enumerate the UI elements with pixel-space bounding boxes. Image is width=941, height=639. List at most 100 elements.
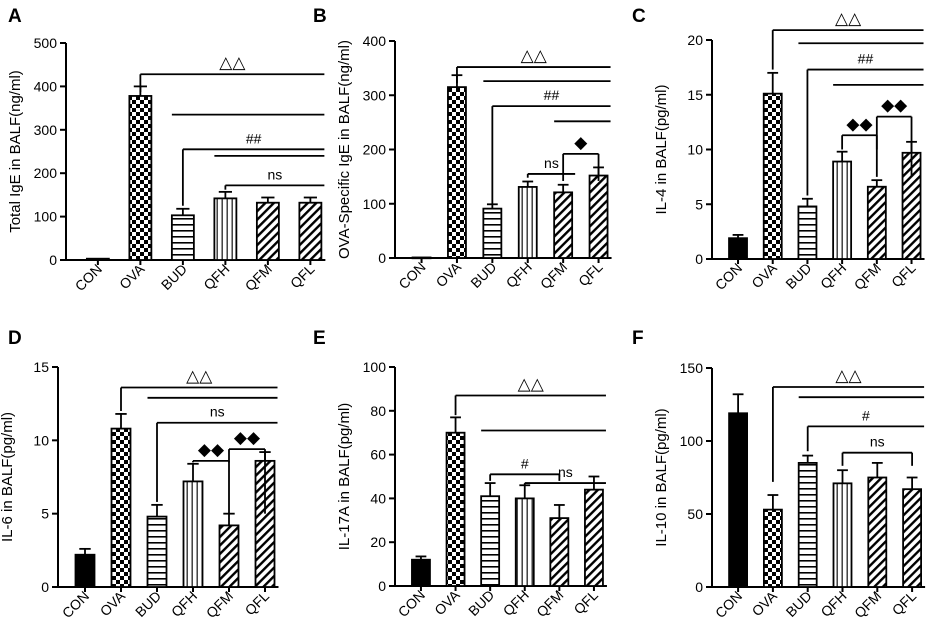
significance-bracket: ◆◆ bbox=[192, 440, 230, 463]
bar-con bbox=[85, 257, 110, 261]
panel-letter: B bbox=[313, 6, 327, 27]
y-tick-label: 15 bbox=[33, 359, 49, 375]
significance-bracket: ns bbox=[841, 434, 913, 466]
y-tick-label: 100 bbox=[363, 196, 387, 212]
y-axis-label: IL-4 in BALF(pg/ml) bbox=[653, 84, 670, 214]
x-tick-label: QFL bbox=[287, 261, 318, 292]
panel-letter: D bbox=[8, 328, 22, 349]
y-tick-label: 200 bbox=[363, 142, 387, 158]
significance-label: # bbox=[521, 455, 529, 471]
x-tick-label: BUD bbox=[158, 261, 190, 293]
bar-con bbox=[728, 237, 748, 260]
y-tick-label: 50 bbox=[687, 506, 703, 522]
y-tick-label: 15 bbox=[687, 87, 703, 103]
x-tick-label: CON bbox=[72, 261, 105, 294]
y-tick-label: 200 bbox=[34, 165, 58, 181]
significance-bracket: ## bbox=[491, 87, 611, 204]
x-tick-label: OVA bbox=[748, 259, 780, 291]
significance-bracket: ns bbox=[224, 166, 325, 190]
bar-qfh bbox=[517, 186, 538, 259]
x-tick-label: QFM bbox=[537, 259, 570, 292]
panel-letter: A bbox=[8, 6, 22, 27]
significance-bracket: ns bbox=[156, 404, 278, 502]
y-axis-label: IL-6 in BALF(pg/ml) bbox=[0, 412, 16, 542]
significance-label: △△ bbox=[521, 46, 548, 65]
y-axis-label: OVA-Specific IgE in BALF(ng/ml) bbox=[336, 40, 353, 259]
significance-label: △△ bbox=[835, 366, 862, 385]
y-tick-label: 5 bbox=[41, 506, 49, 522]
y-tick-label: 80 bbox=[370, 403, 386, 419]
significance-bracket: ◆◆ bbox=[841, 114, 878, 150]
significance-bracket: ◆◆ bbox=[228, 428, 266, 514]
x-tick-label: QFM bbox=[851, 260, 884, 293]
panel-letter: F bbox=[632, 328, 644, 349]
y-tick-label: 400 bbox=[363, 33, 387, 49]
y-tick-label: 100 bbox=[680, 433, 704, 449]
bar-qfl bbox=[298, 201, 323, 261]
x-tick-label: QFH bbox=[817, 588, 849, 620]
x-tick-label: BUD bbox=[782, 260, 814, 292]
significance-label: ◆ bbox=[574, 133, 588, 152]
y-tick-label: 500 bbox=[34, 35, 58, 51]
x-tick-label: OVA bbox=[97, 587, 129, 619]
bar-qfh bbox=[213, 197, 238, 261]
bar-ova bbox=[447, 86, 467, 259]
y-tick-label: 0 bbox=[378, 250, 386, 266]
significance-bracket: # bbox=[806, 407, 925, 452]
significance-bracket: △△ bbox=[454, 374, 606, 416]
significance-label: ◆◆ bbox=[234, 428, 261, 447]
y-axis-label: IL-10 in BALF(pg/ml) bbox=[653, 408, 670, 546]
y-tick-label: 20 bbox=[687, 32, 703, 48]
bar-bud bbox=[146, 515, 168, 588]
x-tick-label: QFH bbox=[817, 260, 849, 292]
significance-label: ## bbox=[246, 130, 262, 146]
significance-bracket: △△ bbox=[139, 53, 325, 93]
chart-panel-e: E IL-17A in BALF(pg/ml) 0 20 40 60 80 100 CON OVA… bbox=[313, 328, 607, 620]
x-tick-label: QFH bbox=[500, 587, 532, 619]
y-tick-label: 100 bbox=[34, 209, 58, 225]
significance-bracket: △△ bbox=[120, 367, 278, 411]
bar-ova bbox=[445, 431, 466, 587]
bar-qfh bbox=[514, 497, 535, 587]
bar-qfh bbox=[182, 480, 204, 588]
significance-label: ◆◆ bbox=[881, 96, 908, 115]
x-tick-label: QFM bbox=[533, 587, 566, 620]
x-tick-label: CON bbox=[395, 259, 428, 292]
bar-ova bbox=[128, 95, 153, 261]
bar-bud bbox=[797, 205, 818, 260]
y-tick-label: 10 bbox=[687, 142, 703, 158]
x-tick-label: BUD bbox=[132, 588, 164, 620]
x-tick-label: QFL bbox=[888, 260, 919, 291]
significance-label: ◆◆ bbox=[198, 440, 225, 459]
panel-letter: C bbox=[632, 6, 646, 27]
significance-label: △△ bbox=[518, 374, 545, 393]
bar-qfm bbox=[866, 185, 887, 260]
bar-ova bbox=[763, 508, 783, 588]
y-tick-label: 400 bbox=[34, 78, 58, 94]
bar-qfm bbox=[255, 201, 280, 261]
significance-label: # bbox=[862, 407, 870, 423]
bar-ova bbox=[762, 92, 783, 260]
bar-con bbox=[411, 558, 431, 587]
bar-qfm bbox=[549, 517, 570, 587]
bar-bud bbox=[480, 495, 501, 587]
bar-qfm bbox=[867, 476, 888, 588]
significance-label: ◆◆ bbox=[846, 114, 873, 133]
significance-bracket: ## bbox=[181, 130, 325, 206]
x-tick-label: QFL bbox=[889, 588, 920, 619]
x-tick-label: QFL bbox=[571, 587, 602, 618]
significance-bracket: △△ bbox=[771, 9, 924, 70]
x-tick-label: QFH bbox=[168, 588, 200, 620]
bar-qfh bbox=[832, 482, 853, 588]
y-axis-label: IL-17A in BALF(pg/ml) bbox=[336, 403, 353, 551]
x-tick-label: BUD bbox=[465, 587, 497, 619]
y-axis-label: Total IgE in BALF(ng/ml) bbox=[7, 70, 24, 233]
x-tick-label: QFH bbox=[503, 259, 535, 291]
x-tick-label: CON bbox=[712, 588, 745, 621]
significance-label: △△ bbox=[219, 53, 246, 72]
y-tick-label: 300 bbox=[34, 122, 58, 138]
significance-label: ns bbox=[870, 434, 885, 450]
y-tick-label: 0 bbox=[378, 578, 386, 594]
significance-label: ns bbox=[558, 464, 573, 480]
